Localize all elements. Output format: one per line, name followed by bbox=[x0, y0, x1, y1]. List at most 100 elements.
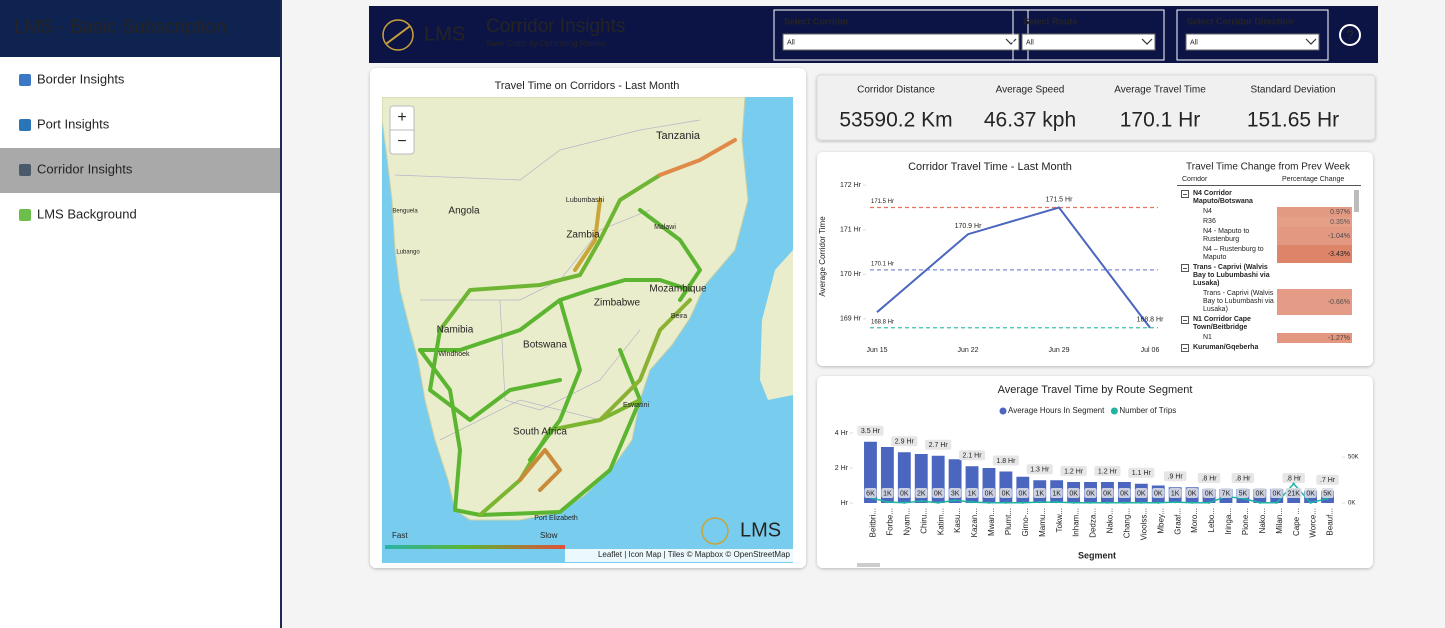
help-text[interactable]: ? bbox=[1346, 27, 1355, 43]
x-tick-label: Beauf... bbox=[1326, 508, 1335, 536]
trips-point bbox=[1309, 501, 1312, 504]
data-label: 0K bbox=[1103, 490, 1112, 497]
change-table: Corridor Percentage Change N4 Corridor Map… bbox=[1177, 176, 1361, 358]
column-header: Corridor bbox=[1182, 176, 1208, 183]
data-label-bg bbox=[999, 488, 1012, 498]
data-label: 5K bbox=[1323, 490, 1332, 497]
trips-point bbox=[936, 501, 940, 504]
data-label: 0K bbox=[1002, 490, 1011, 497]
x-tick-label: Forbe... bbox=[886, 508, 895, 536]
x-tick-label: Milan... bbox=[1275, 508, 1284, 534]
table-scrollbar[interactable] bbox=[1354, 190, 1359, 212]
nav-icon bbox=[19, 119, 31, 131]
trips-point bbox=[1190, 501, 1194, 504]
filter-box[interactable] bbox=[1012, 9, 1165, 61]
data-label-bg bbox=[1186, 488, 1199, 498]
data-label-bg bbox=[982, 488, 995, 498]
data-label-bg bbox=[1026, 464, 1053, 475]
zoom-out[interactable]: − bbox=[397, 133, 406, 150]
dropdown[interactable] bbox=[782, 33, 1020, 51]
data-label-bg bbox=[949, 488, 962, 498]
nav-icon bbox=[19, 74, 31, 86]
data-label: 1K bbox=[968, 490, 977, 497]
data-label-bg bbox=[1152, 488, 1165, 498]
map-logo-text: LMS bbox=[740, 519, 781, 541]
trips-point bbox=[1004, 501, 1008, 504]
change-cell: -1.27% bbox=[1277, 333, 1352, 343]
nav-item[interactable]: Port Insights bbox=[37, 116, 110, 131]
row-label: N1 bbox=[1203, 334, 1212, 341]
data-label: 0K bbox=[1205, 490, 1214, 497]
data-label: .9 Hr bbox=[1168, 474, 1184, 481]
data-label-bg bbox=[1135, 488, 1148, 498]
data-label: 5K bbox=[1239, 490, 1248, 497]
data-label: 0K bbox=[1188, 490, 1197, 497]
trips-point bbox=[1072, 501, 1075, 504]
logo-arrow bbox=[385, 25, 411, 45]
data-label: 6K bbox=[866, 490, 875, 497]
y-axis-label: Average Corridor Time bbox=[818, 216, 827, 297]
x-tick-label: Katim... bbox=[936, 508, 945, 535]
change-cell: 0.97% bbox=[1277, 207, 1352, 217]
change-cell: -0.66% bbox=[1277, 289, 1352, 315]
nav-item[interactable]: Corridor Insights bbox=[37, 161, 133, 176]
dropdown-arrow bbox=[1005, 38, 1017, 45]
trips-point bbox=[1089, 501, 1092, 504]
bar bbox=[864, 441, 877, 503]
data-label-bg bbox=[1197, 473, 1221, 483]
trips-point bbox=[1258, 501, 1262, 504]
change-cell: -3.43% bbox=[1277, 245, 1352, 263]
data-label-bg bbox=[1050, 488, 1063, 498]
change-cell: -1.04% bbox=[1277, 227, 1352, 245]
data-label: 2K bbox=[917, 490, 926, 497]
y-tick-label: 2 Hr bbox=[835, 465, 849, 472]
trend-panel bbox=[817, 152, 1373, 366]
data-label-bg bbox=[1169, 488, 1182, 498]
nav-item[interactable]: LMS Background bbox=[37, 206, 137, 221]
dropdown-arrow bbox=[1141, 38, 1153, 45]
data-label-bg bbox=[992, 455, 1019, 466]
nav-item[interactable]: Border Insights bbox=[37, 71, 125, 86]
data-label-bg bbox=[1236, 488, 1249, 498]
row-label: N4 bbox=[1203, 208, 1212, 215]
trips-point bbox=[1275, 501, 1278, 504]
data-label-bg bbox=[1163, 471, 1187, 482]
data-label: 1.8 Hr bbox=[996, 458, 1016, 465]
filter-box[interactable] bbox=[1176, 9, 1329, 61]
data-label: 1.3 Hr bbox=[1030, 467, 1050, 474]
dropdown[interactable] bbox=[1021, 33, 1156, 51]
active-item-bg bbox=[0, 148, 280, 193]
data-label: 0K bbox=[1154, 490, 1163, 497]
group-label: N4 Corridor Maputo/Botswana bbox=[1177, 189, 1277, 207]
map-label: Windhoek bbox=[438, 351, 470, 358]
dropdown[interactable] bbox=[1185, 33, 1320, 51]
collapse-icon[interactable] bbox=[1181, 316, 1189, 324]
data-label: 21K bbox=[1287, 490, 1300, 497]
map-label: Eswatini bbox=[623, 402, 650, 409]
sidebar-border bbox=[280, 0, 282, 628]
data-label: 7K bbox=[1222, 490, 1231, 497]
attribution-bg bbox=[565, 549, 793, 562]
legend-label: Average Hours In Segment bbox=[1008, 406, 1105, 415]
child-row: R36 0.35% bbox=[1177, 217, 1361, 227]
nav-icon bbox=[19, 164, 31, 176]
map-logo-icon bbox=[701, 517, 729, 545]
trips-point bbox=[1207, 501, 1211, 504]
help-button[interactable] bbox=[1339, 24, 1361, 46]
data-label-bg bbox=[1067, 488, 1080, 498]
zoom-in[interactable]: + bbox=[397, 109, 406, 126]
sidebar-title: LMS - Basic Subscription bbox=[14, 17, 226, 38]
collapse-icon[interactable] bbox=[1181, 190, 1189, 198]
y-tick-label: 170 Hr bbox=[840, 271, 862, 278]
data-label-bg bbox=[1128, 467, 1155, 478]
filter-label: Select Corridor Direction bbox=[1187, 16, 1294, 26]
collapse-icon[interactable] bbox=[1181, 344, 1189, 352]
x-tick-label: Gimo-... bbox=[1021, 508, 1030, 536]
data-label-bg bbox=[1219, 488, 1232, 498]
legend-slow: Slow bbox=[540, 531, 558, 540]
data-label-bg bbox=[966, 488, 979, 498]
group-label: Kuruman/Gqeberha bbox=[1177, 343, 1277, 353]
collapse-icon[interactable] bbox=[1181, 264, 1189, 272]
sidebar-header bbox=[0, 0, 280, 57]
map-label: Benguela bbox=[392, 209, 418, 215]
